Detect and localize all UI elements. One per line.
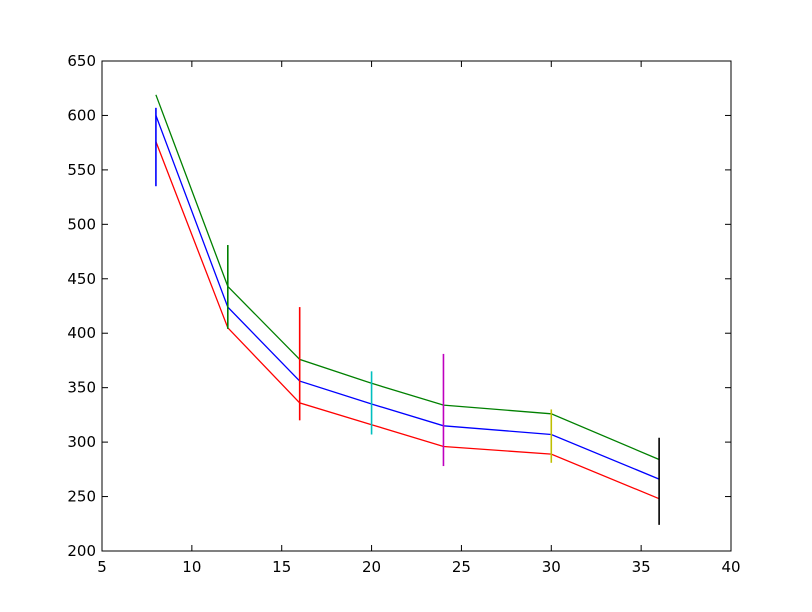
series-line-2 [155,141,660,500]
y-tick-label: 200 [67,542,96,560]
y-tick-label: 450 [67,270,96,288]
y-tick-label: 350 [67,379,96,397]
series-line-1 [155,115,660,480]
error-bar-layer [155,107,660,525]
x-tick-label: 15 [272,558,291,576]
series-layer [155,94,660,500]
y-tick-label: 600 [67,106,96,124]
y-tick-label: 550 [67,161,96,179]
x-tick-label: 10 [182,558,201,576]
series-line-0 [155,94,660,461]
x-tick-label: 25 [452,558,471,576]
axes: 5 10 15 20 25 30 35 40 200 250 300 350 400 450 500 550 6… [67,52,740,576]
x-tick-label: 20 [362,558,381,576]
y-tick-label: 500 [67,215,96,233]
y-tick-label: 300 [67,433,96,451]
x-tick-label: 5 [97,558,107,576]
y-tick-label: 250 [67,488,96,506]
x-tick-label: 30 [542,558,561,576]
plot-frame [101,60,732,552]
y-tick-label: 650 [67,52,96,70]
y-tick-label: 400 [67,324,96,342]
x-tick-label: 35 [632,558,651,576]
x-tick-label: 40 [721,558,740,576]
